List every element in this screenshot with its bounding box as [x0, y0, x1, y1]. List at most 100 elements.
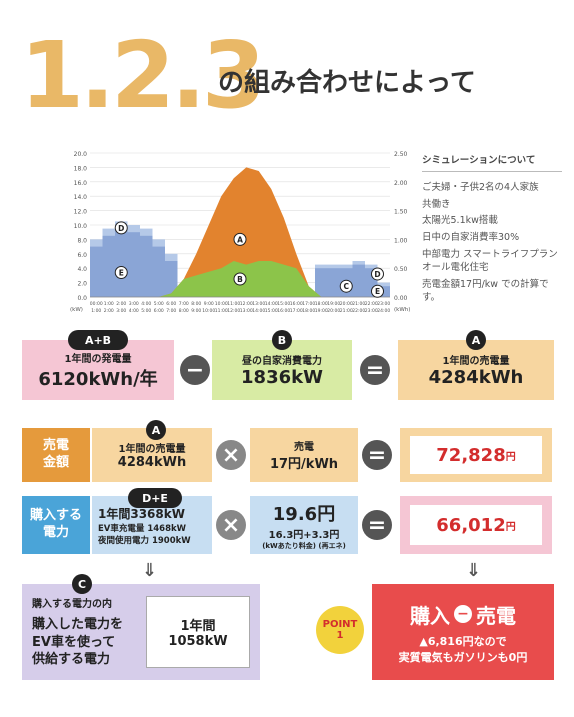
x-tick: 18:00: [302, 308, 315, 314]
y-right-tick: 2.50: [394, 151, 408, 158]
purchase-bar: [315, 268, 328, 297]
chart-marker-circle: [114, 221, 128, 235]
x-tick: 14:00: [265, 301, 278, 307]
y-left-tick: 18.0: [74, 165, 88, 172]
x-tick: 8:00: [191, 301, 201, 307]
x-tick: 5:00: [154, 301, 164, 307]
y-left-tick: 2.0: [77, 281, 87, 288]
x-tick: 7:00: [166, 308, 176, 314]
chart-marker-circle: [233, 272, 247, 286]
net-minus-icon: −: [454, 605, 472, 623]
ev-supply-sub: 購入する電力の内: [32, 599, 112, 611]
x-tick: 6:00: [166, 301, 176, 307]
y-left-tick: 16.0: [74, 180, 88, 187]
sim-line: 太陽光5.1kw搭載: [422, 215, 498, 227]
point-badge: POINT 1: [316, 606, 364, 654]
sim-line: 共働き: [422, 198, 451, 210]
x-tick: 17:00: [290, 308, 303, 314]
x-unit: (kW): [70, 307, 83, 313]
tag-a-plus-b: A+B: [68, 330, 128, 350]
y-left-tick: 14.0: [74, 194, 88, 201]
ev-supply-value: 1058kW: [168, 634, 228, 649]
x-tick: 13:00: [252, 301, 265, 307]
row3-result-value: 66,012: [436, 514, 506, 536]
x-tick: 17:00: [302, 301, 315, 307]
x-tick: 9:00: [191, 308, 201, 314]
net-purchase-label: 購入: [410, 603, 450, 628]
x-tick: 1:00: [91, 308, 101, 314]
x-tick: 15:00: [277, 301, 290, 307]
x-tick: 20:00: [340, 301, 353, 307]
x-tick: 21:00: [352, 301, 365, 307]
x-tick: 5:00: [141, 308, 151, 314]
row2-sales-label: 1年間の売電量: [118, 444, 186, 455]
x-tick: 6:00: [154, 308, 164, 314]
equals-icon: =: [360, 355, 390, 385]
y-left-tick: 8.0: [77, 237, 87, 244]
purchase-bar: [165, 261, 178, 297]
x-tick: 19:00: [327, 301, 340, 307]
row2-result-yen: 円: [505, 451, 516, 463]
x-tick: 19:00: [315, 308, 328, 314]
x-tick: 00:00: [90, 301, 103, 307]
sold-energy-area: [96, 167, 384, 297]
x-tick: 22:00: [352, 308, 365, 314]
x-tick: 24:00: [377, 308, 390, 314]
x-tick: 15:00: [265, 308, 278, 314]
x-tick: 9:00: [204, 301, 214, 307]
chart-marker-label: C: [343, 282, 349, 291]
purchase-bar: [352, 264, 365, 297]
y-left-tick: 4.0: [77, 266, 87, 273]
ev-supply-main: 購入した電力を EV車を使って 供給する電力: [32, 617, 124, 668]
sim-line: 売電金額17円/kw での計算です。: [422, 278, 549, 303]
chart-svg: 20.0 18.0 16.0 14.0 12.0 10.0 8.0 6.0 4.0 2.0 0.0 2…: [70, 151, 410, 314]
chart-marker-circle: [371, 267, 384, 281]
x-tick: 23:00: [365, 308, 378, 314]
x-tick: 21:00: [340, 308, 353, 314]
row3-rate-note: (kWあたり料金) (再エネ): [262, 541, 346, 550]
chart-marker-label: A: [237, 235, 243, 244]
ev-supply-year: 1年間: [180, 619, 216, 634]
x-tick: 2:00: [116, 301, 126, 307]
x-tick: 13:00: [240, 308, 253, 314]
tag-a-row2: A: [146, 420, 166, 440]
simulation-notes: シミュレーションについて ご夫婦・子供2名の4人家族 共働き 太陽光5.1kw搭…: [422, 155, 562, 308]
purchase-bar: [327, 268, 340, 297]
x-tick: 16:00: [290, 301, 303, 307]
minus-icon: −: [180, 355, 210, 385]
total-generation-box: 1年間の発電量 6120kWh/年: [22, 340, 174, 400]
sim-line: 日中の自家消費率30%: [422, 232, 520, 244]
row3-result-box: 66,012 円: [400, 496, 552, 554]
x-tick: 3:00: [116, 308, 126, 314]
x-tick: 23:00: [377, 301, 390, 307]
x-tick: 18:00: [315, 301, 328, 307]
purchase-bar: [115, 228, 128, 297]
annual-sales-label: 1年間の売電量: [442, 356, 510, 367]
net-line1: ▲6,816円なので: [419, 634, 507, 648]
x-tick: 7:00: [179, 301, 189, 307]
chart-marker-label: D: [374, 270, 380, 279]
x-tick: 2:00: [104, 308, 114, 314]
title-number: 1.2.3: [20, 22, 266, 129]
equals-icon-row3: =: [362, 510, 392, 540]
y-right-tick: 1.50: [394, 209, 408, 216]
y-right-tick: 0.00: [394, 295, 408, 302]
x-tick: 11:00: [227, 301, 240, 307]
net-line2: 実質電気もガソリンも0円: [398, 650, 528, 664]
sim-line: ご夫婦・子供2名の4人家族: [422, 181, 539, 193]
purchase-power-label: 購入する 電力: [22, 496, 90, 554]
down-arrow-right: ⇓: [466, 560, 481, 581]
headline: の組み合わせによって: [218, 68, 476, 98]
row2-rate-box: 売電 17円/kWh: [250, 428, 358, 482]
x-tick: 12:00: [240, 301, 253, 307]
chart-marker-circle: [371, 284, 384, 298]
y-right-tick: 0.50: [394, 266, 408, 273]
times-icon: ×: [216, 440, 246, 470]
x-tick: 10:00: [202, 308, 215, 314]
purchase-bar: [140, 235, 153, 297]
y-left-tick: 20.0: [74, 151, 88, 158]
generation-label: 1年間の発電量: [64, 353, 132, 365]
row2-rate-label: 売電: [294, 442, 314, 453]
y-left-tick: 12.0: [74, 209, 88, 216]
x-tick: 4:00: [141, 301, 151, 307]
